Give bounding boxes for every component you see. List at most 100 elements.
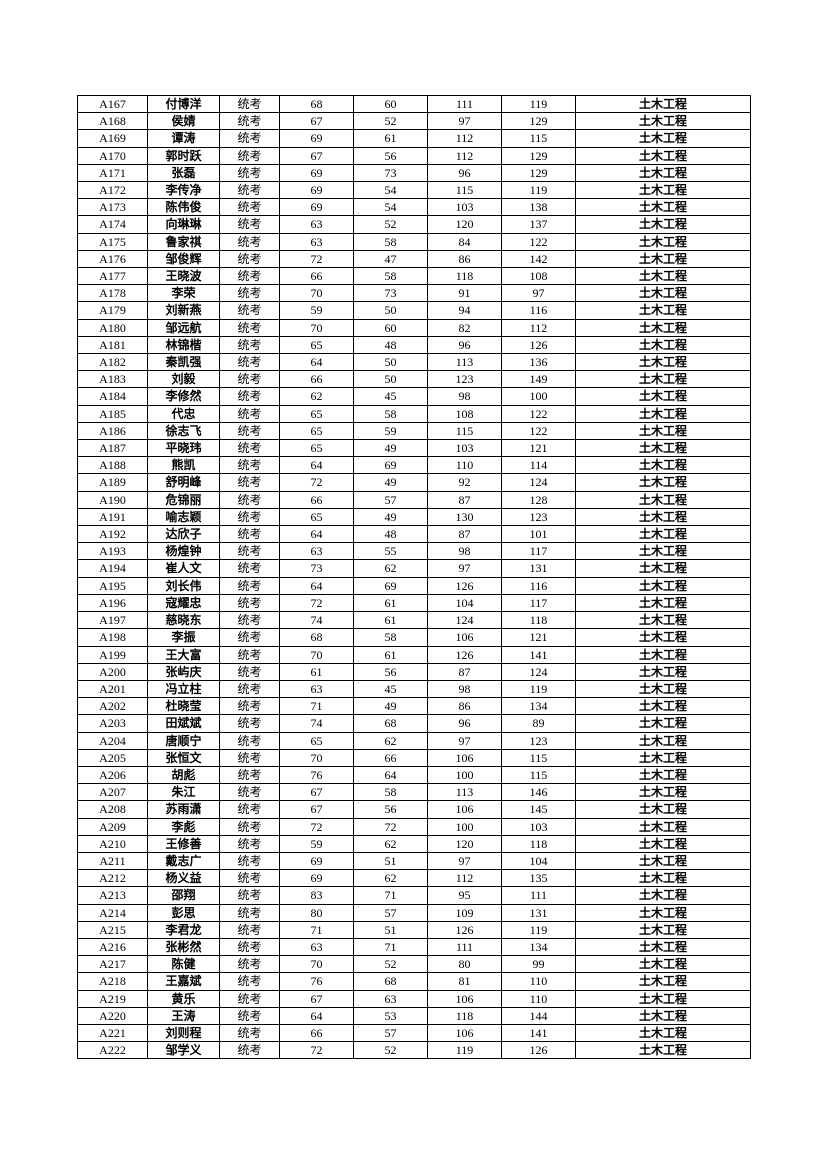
cell-major: 土木工程: [576, 182, 751, 199]
cell-s4: 97: [502, 285, 576, 302]
cell-s1: 73: [280, 560, 354, 577]
cell-s1: 70: [280, 646, 354, 663]
cell-s3: 109: [428, 904, 502, 921]
cell-s3: 82: [428, 319, 502, 336]
cell-s4: 128: [502, 491, 576, 508]
cell-id: A182: [78, 354, 148, 371]
cell-s3: 81: [428, 973, 502, 990]
cell-id: A173: [78, 199, 148, 216]
cell-s1: 70: [280, 319, 354, 336]
cell-s3: 130: [428, 508, 502, 525]
cell-s2: 60: [354, 319, 428, 336]
cell-id: A180: [78, 319, 148, 336]
cell-type: 统考: [220, 732, 280, 749]
cell-id: A203: [78, 715, 148, 732]
cell-s2: 47: [354, 250, 428, 267]
cell-s3: 96: [428, 164, 502, 181]
cell-name: 邹俊辉: [148, 250, 220, 267]
cell-s4: 121: [502, 440, 576, 457]
cell-s2: 64: [354, 766, 428, 783]
table-row: A189舒明峰统考724992124土木工程: [78, 474, 751, 491]
cell-s4: 117: [502, 543, 576, 560]
table-row: A169谭涛统考6961112115土木工程: [78, 130, 751, 147]
cell-name: 王修善: [148, 835, 220, 852]
cell-s1: 64: [280, 1007, 354, 1024]
cell-s4: 149: [502, 371, 576, 388]
cell-name: 向琳琳: [148, 216, 220, 233]
cell-s2: 61: [354, 130, 428, 147]
cell-type: 统考: [220, 715, 280, 732]
table-row: A205张恒文统考7066106115土木工程: [78, 749, 751, 766]
table-row: A175鲁家祺统考635884122土木工程: [78, 233, 751, 250]
cell-s1: 69: [280, 852, 354, 869]
cell-s3: 106: [428, 801, 502, 818]
cell-s3: 113: [428, 784, 502, 801]
cell-major: 土木工程: [576, 766, 751, 783]
cell-id: A216: [78, 938, 148, 955]
cell-name: 杜晓莹: [148, 698, 220, 715]
cell-id: A186: [78, 422, 148, 439]
cell-name: 李彪: [148, 818, 220, 835]
cell-s2: 52: [354, 216, 428, 233]
cell-name: 崔人文: [148, 560, 220, 577]
cell-id: A169: [78, 130, 148, 147]
cell-id: A187: [78, 440, 148, 457]
cell-s2: 51: [354, 852, 428, 869]
cell-major: 土木工程: [576, 147, 751, 164]
cell-name: 代忠: [148, 405, 220, 422]
cell-s4: 119: [502, 96, 576, 113]
cell-id: A215: [78, 921, 148, 938]
cell-s3: 94: [428, 302, 502, 319]
cell-major: 土木工程: [576, 852, 751, 869]
cell-s4: 144: [502, 1007, 576, 1024]
cell-s1: 80: [280, 904, 354, 921]
cell-s2: 50: [354, 371, 428, 388]
table-row: A222邹学义统考7252119126土木工程: [78, 1042, 751, 1059]
cell-major: 土木工程: [576, 801, 751, 818]
cell-id: A207: [78, 784, 148, 801]
cell-s3: 106: [428, 749, 502, 766]
cell-s1: 70: [280, 285, 354, 302]
cell-major: 土木工程: [576, 870, 751, 887]
cell-s2: 56: [354, 663, 428, 680]
cell-s4: 115: [502, 749, 576, 766]
table-body: A167付博洋统考6860111119土木工程A168侯婧统考675297129…: [78, 96, 751, 1059]
cell-s2: 55: [354, 543, 428, 560]
cell-s4: 124: [502, 474, 576, 491]
cell-major: 土木工程: [576, 250, 751, 267]
cell-s1: 69: [280, 164, 354, 181]
cell-name: 李君龙: [148, 921, 220, 938]
cell-name: 平晓玮: [148, 440, 220, 457]
cell-s1: 72: [280, 1042, 354, 1059]
cell-id: A199: [78, 646, 148, 663]
cell-type: 统考: [220, 457, 280, 474]
cell-s2: 71: [354, 887, 428, 904]
cell-major: 土木工程: [576, 199, 751, 216]
cell-major: 土木工程: [576, 749, 751, 766]
cell-s3: 112: [428, 147, 502, 164]
cell-type: 统考: [220, 921, 280, 938]
table-row: A217陈健统考70528099土木工程: [78, 956, 751, 973]
cell-major: 土木工程: [576, 938, 751, 955]
cell-s3: 113: [428, 354, 502, 371]
cell-s4: 145: [502, 801, 576, 818]
cell-major: 土木工程: [576, 113, 751, 130]
cell-major: 土木工程: [576, 336, 751, 353]
cell-s1: 70: [280, 956, 354, 973]
cell-id: A183: [78, 371, 148, 388]
cell-s2: 69: [354, 577, 428, 594]
cell-id: A176: [78, 250, 148, 267]
cell-s3: 111: [428, 938, 502, 955]
cell-s4: 131: [502, 560, 576, 577]
table-row: A204唐顺宁统考656297123土木工程: [78, 732, 751, 749]
cell-s1: 74: [280, 612, 354, 629]
cell-id: A191: [78, 508, 148, 525]
cell-s4: 131: [502, 904, 576, 921]
cell-s3: 100: [428, 818, 502, 835]
cell-type: 统考: [220, 990, 280, 1007]
cell-s1: 67: [280, 784, 354, 801]
cell-id: A208: [78, 801, 148, 818]
table-row: A179刘新燕统考595094116土木工程: [78, 302, 751, 319]
cell-s2: 61: [354, 594, 428, 611]
table-row: A221刘则程统考6657106141土木工程: [78, 1024, 751, 1041]
